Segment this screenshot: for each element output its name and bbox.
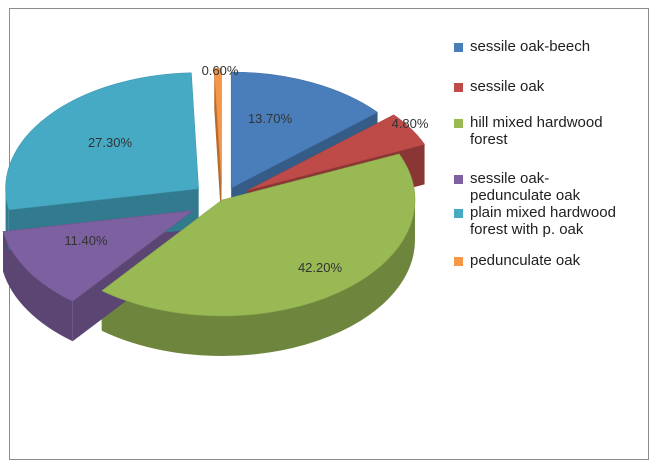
legend-swatch (454, 175, 463, 184)
legend-item: pedunculate oak (454, 252, 654, 269)
legend-label: sessile oak-beech (470, 38, 591, 55)
data-label: 11.40% (64, 233, 108, 248)
data-label: 13.70% (248, 111, 293, 126)
pie-slice (2, 210, 194, 302)
legend-label: pedunculate oak (470, 252, 581, 269)
pie-slice (213, 68, 222, 185)
legend-swatch (454, 43, 463, 52)
data-label: 27.30% (88, 135, 133, 150)
legend-item: sessile oak (454, 78, 654, 95)
pie-slice-side (214, 68, 222, 225)
legend-label: plain mixed hardwood forest with p. oak (470, 204, 616, 238)
slice-top-layer (2, 68, 426, 317)
pie-slice (101, 153, 416, 317)
legend-swatch (454, 119, 463, 128)
data-label: 42.20% (298, 260, 343, 275)
legend-label: sessile oak-pedunculate oak (470, 170, 581, 204)
legend-swatch (454, 209, 463, 218)
data-label-layer: 13.70% 4.80% 42.20% 11.40% 27.30% 0.60% (64, 63, 428, 275)
pie-slice (5, 72, 199, 211)
legend-item: sessile oak-beech (454, 38, 654, 55)
legend-item: sessile oak-pedunculate oak (454, 170, 654, 204)
pie-slice (247, 114, 426, 191)
legend-swatch (454, 83, 463, 92)
legend-label: hill mixed hardwood forest (470, 114, 603, 148)
legend-item: hill mixed hardwood forest (454, 114, 654, 148)
legend-swatch (454, 257, 463, 266)
data-label: 0.60% (202, 63, 239, 78)
pie-slice (230, 71, 379, 189)
legend-item: plain mixed hardwood forest with p. oak (454, 204, 654, 238)
data-label: 4.80% (392, 116, 429, 131)
legend-label: sessile oak (470, 78, 545, 95)
